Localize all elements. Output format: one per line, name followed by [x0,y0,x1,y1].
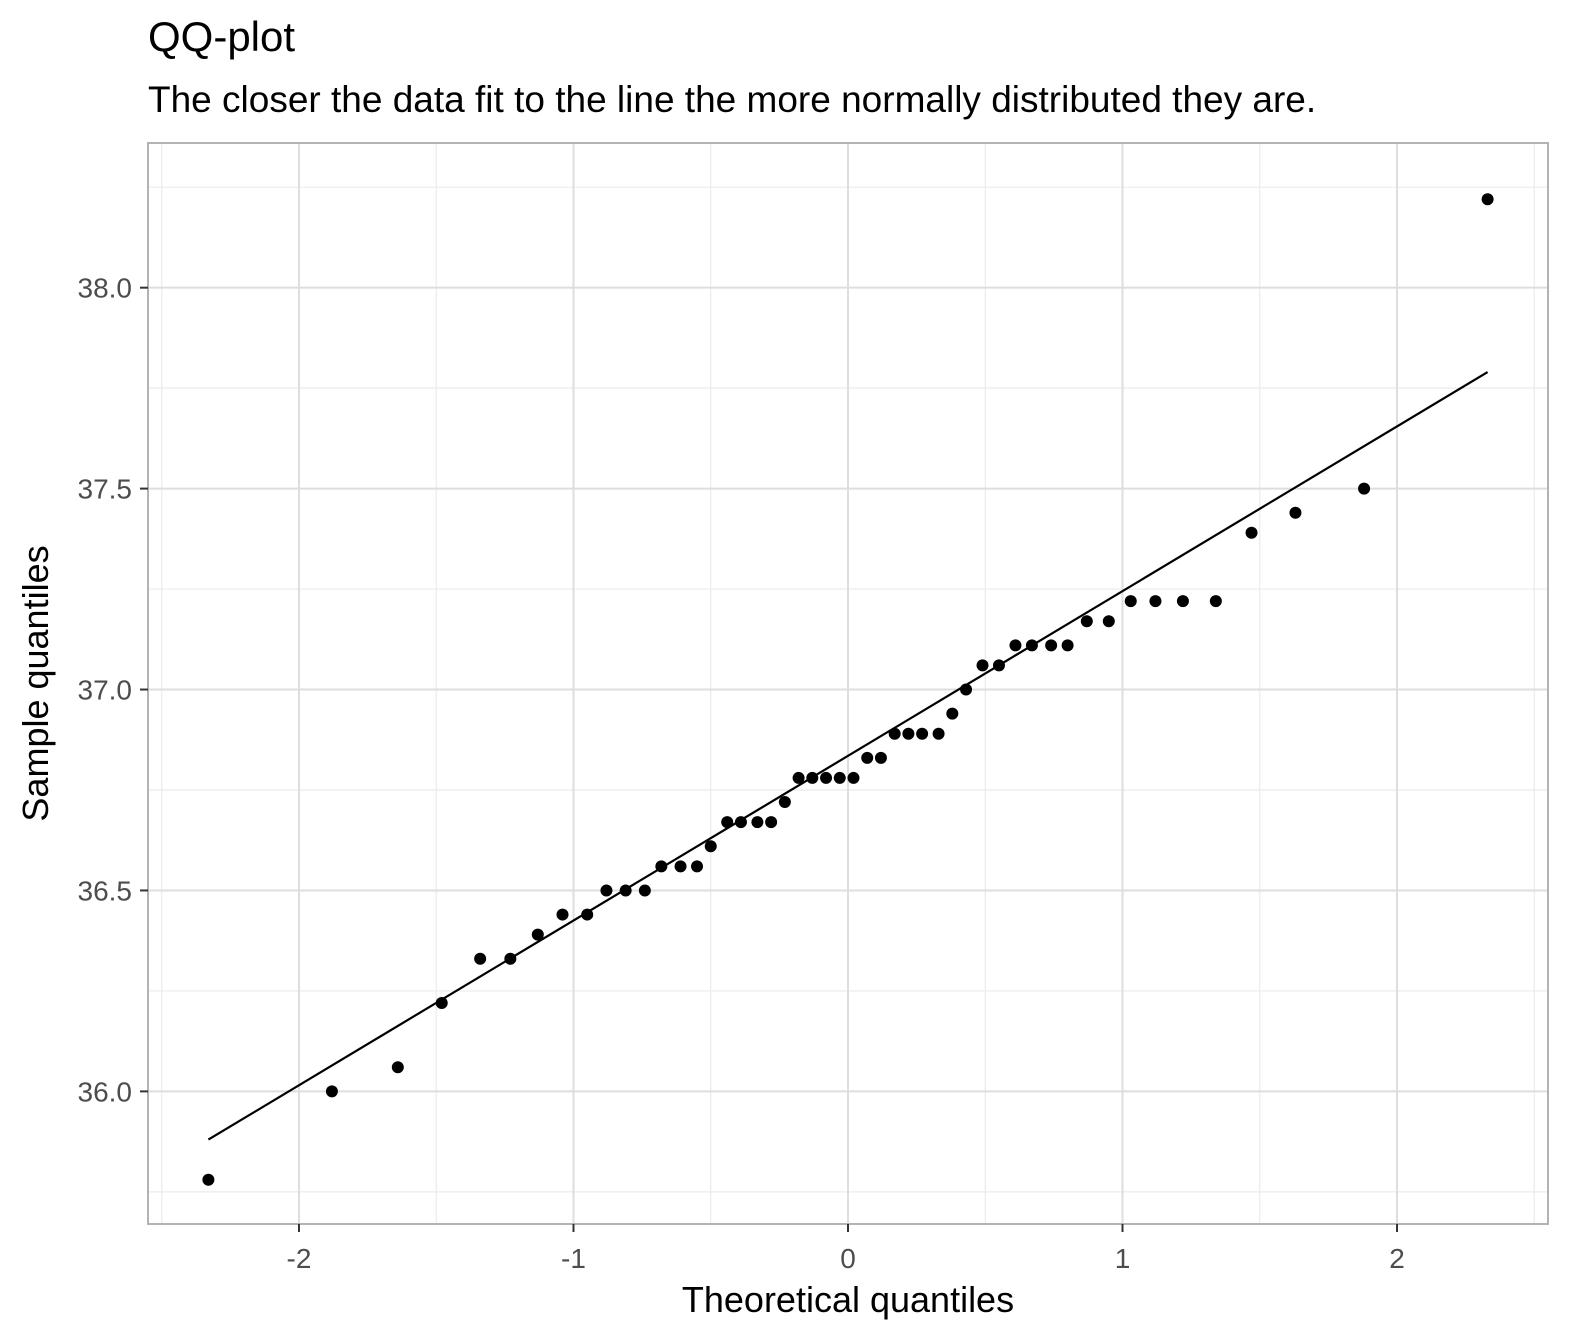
data-point [504,952,517,965]
data-point [976,659,989,672]
data-point [1080,615,1093,628]
x-axis-ticks: -2 -1 0 1 2 [287,1224,1405,1274]
data-point [655,860,668,873]
data-point [1245,526,1258,539]
qq-reference-line [207,371,1489,1141]
y-tick-label: 38.0 [78,273,133,304]
y-axis-ticks: 36.0 36.5 37.0 37.5 38.0 [78,273,148,1107]
data-point [1124,595,1137,608]
data-point [1061,639,1074,652]
data-point [847,771,860,784]
data-point [435,996,448,1009]
x-tick-label: -1 [561,1243,586,1274]
x-tick-label: -2 [287,1243,312,1274]
data-point [778,796,791,809]
data-point [600,884,613,897]
x-axis-title: Theoretical quantiles [682,1279,1014,1320]
data-point [765,816,778,829]
data-point [556,908,569,921]
data-point [806,771,819,784]
data-point [674,860,687,873]
data-point [960,683,973,696]
data-point [325,1085,338,1098]
data-point [474,952,487,965]
data-point [531,928,544,941]
x-tick-label: 2 [1389,1243,1405,1274]
data-point [1481,193,1494,206]
data-point [1176,595,1189,608]
data-point [721,816,734,829]
data-point [833,771,846,784]
y-tick-label: 36.0 [78,1076,133,1107]
y-axis-title: Sample quantiles [15,545,56,821]
data-point [691,860,704,873]
data-point [792,771,805,784]
chart-subtitle: The closer the data fit to the line the … [148,79,1317,120]
data-point [1289,506,1302,519]
data-point [751,816,764,829]
data-point [1149,595,1162,608]
y-tick-label: 37.5 [78,474,133,505]
data-point [638,884,651,897]
y-tick-label: 36.5 [78,875,133,906]
data-point [946,707,959,720]
data-point [1009,639,1022,652]
data-point [581,908,594,921]
data-point [820,771,833,784]
sample-points [202,193,1494,1186]
data-point [992,659,1005,672]
data-point [1025,639,1038,652]
data-point [874,751,887,764]
data-point [1045,639,1058,652]
data-point [1102,615,1115,628]
data-point [861,751,874,764]
data-point [704,840,717,853]
data-point [916,727,929,740]
data-point [888,727,901,740]
data-point [932,727,945,740]
y-tick-label: 37.0 [78,675,133,706]
x-tick-label: 0 [840,1243,856,1274]
data-point [1209,595,1222,608]
data-point [902,727,915,740]
data-point [391,1061,404,1074]
data-point [202,1173,215,1186]
major-gridlines [148,143,1548,1224]
data-point [734,816,747,829]
data-point [619,884,632,897]
data-point [1358,482,1371,495]
x-tick-label: 1 [1115,1243,1131,1274]
chart-title: QQ-plot [148,13,296,60]
reference-line-group [207,371,1489,1141]
